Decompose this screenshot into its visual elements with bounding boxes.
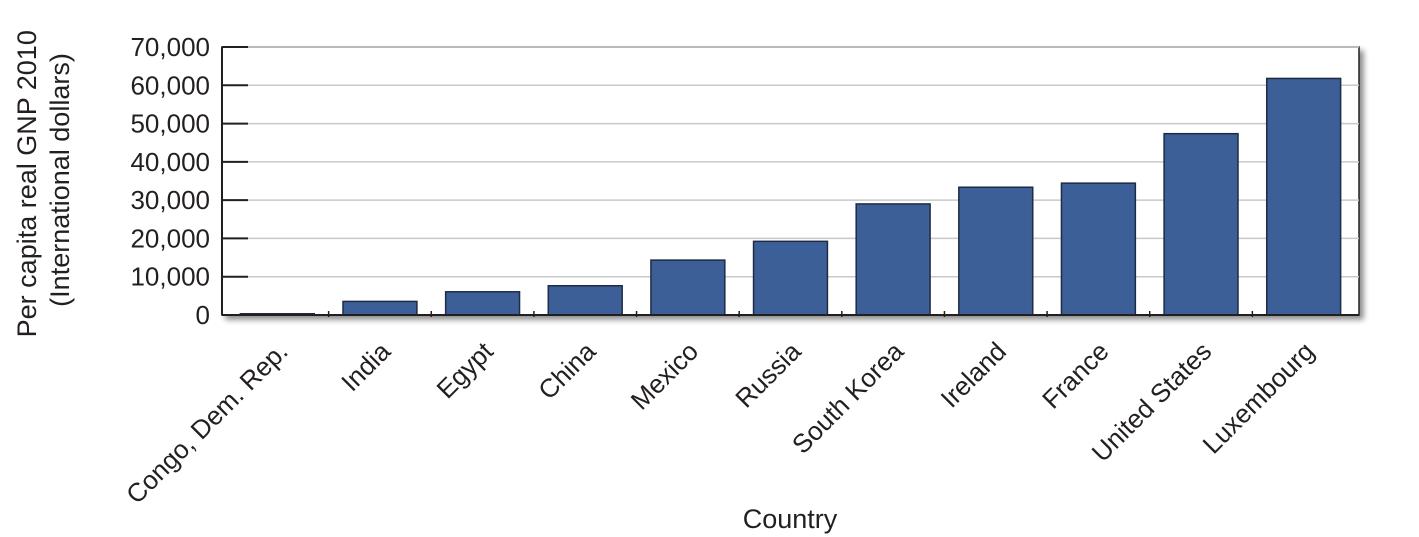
x-tick-label: France xyxy=(1036,336,1114,414)
bar xyxy=(1265,77,1342,316)
x-tick-label: Egypt xyxy=(431,335,500,404)
bars xyxy=(239,77,1342,316)
y-tick-label: 30,000 xyxy=(130,185,210,215)
x-tick-label: China xyxy=(532,336,602,406)
y-tick-label: 40,000 xyxy=(130,147,210,177)
y-tick-label: 50,000 xyxy=(130,109,210,139)
x-tick-labels: Congo, Dem. Rep. India Egypt China Mexico Rus… xyxy=(120,335,1320,509)
y-axis-title: Per capita real GNP 2010 (International … xyxy=(12,23,75,338)
bar xyxy=(444,291,521,316)
y-axis-title-line-2: (International dollars) xyxy=(45,53,75,307)
x-tick-label: Luxembourg xyxy=(1197,336,1320,459)
x-tick-label: Ireland xyxy=(935,336,1012,413)
axes xyxy=(221,46,1359,317)
bar xyxy=(1060,182,1137,316)
x-tick-label: Russia xyxy=(729,336,807,414)
bar xyxy=(958,186,1034,316)
y-tick-labels: 0 10,000 20,000 30,000 40,000 50,000 60,000 70,… xyxy=(130,32,210,330)
bar xyxy=(752,240,829,316)
bar xyxy=(650,259,726,316)
y-tick-label: 70,000 xyxy=(130,32,210,62)
x-tick-label: India xyxy=(335,336,396,397)
x-tick-label: Congo, Dem. Rep. xyxy=(120,336,293,509)
y-tick-label: 0 xyxy=(196,300,210,330)
bar xyxy=(342,300,418,316)
y-tick-label: 20,000 xyxy=(130,223,210,253)
x-axis-title: Country xyxy=(743,504,838,534)
y-tick-label: 10,000 xyxy=(130,262,210,292)
bar xyxy=(855,203,931,316)
x-tick-label: South Korea xyxy=(786,336,910,460)
x-tick-label: Mexico xyxy=(625,336,704,415)
bar xyxy=(547,284,623,316)
y-axis-title-line-1: Per capita real GNP 2010 xyxy=(12,30,42,337)
bar xyxy=(1163,132,1239,316)
y-tick-label: 60,000 xyxy=(130,70,210,100)
